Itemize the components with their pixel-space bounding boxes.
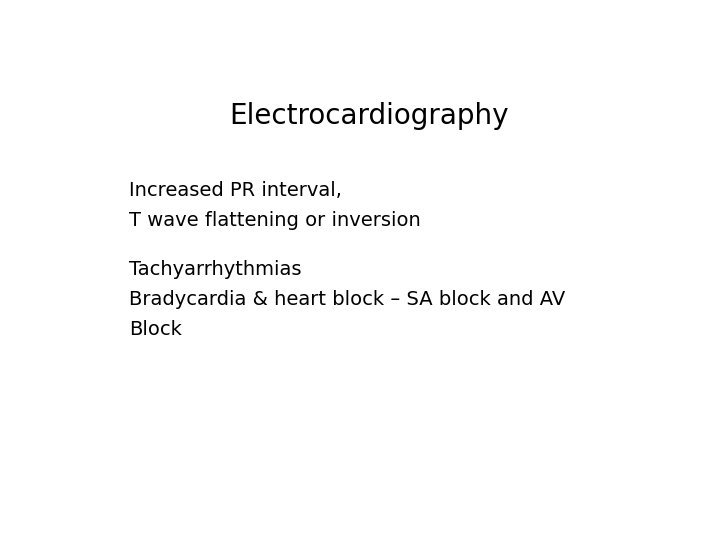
Text: Increased PR interval,: Increased PR interval,	[129, 181, 342, 200]
Text: Electrocardiography: Electrocardiography	[229, 102, 509, 130]
Text: Tachyarrhythmias: Tachyarrhythmias	[129, 260, 302, 279]
Text: Block: Block	[129, 320, 182, 339]
Text: Bradycardia & heart block – SA block and AV: Bradycardia & heart block – SA block and…	[129, 290, 565, 309]
Text: T wave flattening or inversion: T wave flattening or inversion	[129, 211, 420, 230]
